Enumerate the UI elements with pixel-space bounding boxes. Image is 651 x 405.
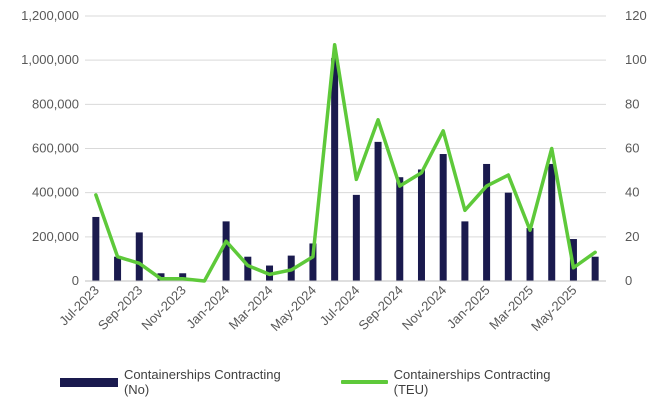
legend-label-line: Containerships Contracting (TEU) bbox=[393, 367, 551, 397]
y-left-tick-label: 400,000 bbox=[32, 185, 79, 200]
bar bbox=[526, 228, 534, 281]
y-left-tick-label: 0 bbox=[72, 273, 79, 288]
x-tick-label: Sep-2023 bbox=[95, 283, 145, 333]
x-tick-label: Nov-2023 bbox=[138, 283, 188, 333]
bar bbox=[135, 232, 143, 281]
legend-item-bars: Containerships Contracting (No) bbox=[60, 367, 303, 397]
bar bbox=[374, 141, 382, 281]
bar bbox=[309, 243, 317, 281]
legend: Containerships Contracting (No) Containe… bbox=[60, 367, 620, 397]
y-right-tick-label: 60 bbox=[625, 141, 639, 156]
line-series-teu bbox=[94, 42, 597, 283]
x-tick-label: May-2024 bbox=[268, 283, 319, 334]
bar bbox=[548, 163, 556, 281]
y-left-tick-label: 800,000 bbox=[32, 96, 79, 111]
x-tick-label: Sep-2024 bbox=[355, 283, 405, 333]
bar bbox=[504, 192, 512, 281]
bar bbox=[114, 256, 122, 281]
x-tick-label: Jan-2024 bbox=[183, 283, 232, 332]
y-right-tick-label: 40 bbox=[625, 185, 639, 200]
y-right-tick-label: 100 bbox=[625, 52, 647, 67]
x-tick-label: Jan-2025 bbox=[444, 283, 493, 332]
bar bbox=[439, 154, 447, 281]
bar bbox=[396, 177, 404, 281]
legend-label-bars: Containerships Contracting (No) bbox=[123, 367, 281, 397]
bar bbox=[222, 221, 230, 281]
y-left-tick-label: 1,200,000 bbox=[21, 8, 79, 23]
bar bbox=[92, 216, 100, 281]
y-right-tick-label: 20 bbox=[625, 229, 639, 244]
y-right-tick-label: 80 bbox=[625, 96, 639, 111]
bar bbox=[352, 194, 360, 281]
x-tick-label: Nov-2024 bbox=[399, 283, 449, 333]
bar bbox=[591, 256, 599, 281]
y-left-tick-label: 200,000 bbox=[32, 229, 79, 244]
legend-item-line: Containerships Contracting (TEU) bbox=[341, 367, 582, 397]
bar bbox=[461, 221, 469, 281]
legend-bar-swatch bbox=[60, 377, 118, 387]
bar bbox=[417, 169, 425, 281]
y-right-tick-label: 0 bbox=[625, 273, 632, 288]
bar bbox=[331, 57, 339, 282]
x-tick-label: May-2025 bbox=[528, 283, 579, 334]
y-left-tick-label: 600,000 bbox=[32, 141, 79, 156]
legend-line-swatch bbox=[341, 380, 388, 384]
y-right-tick-label: 120 bbox=[625, 8, 647, 23]
bar bbox=[244, 256, 252, 281]
bar bbox=[483, 163, 491, 281]
y-left-tick-label: 1,000,000 bbox=[21, 52, 79, 67]
